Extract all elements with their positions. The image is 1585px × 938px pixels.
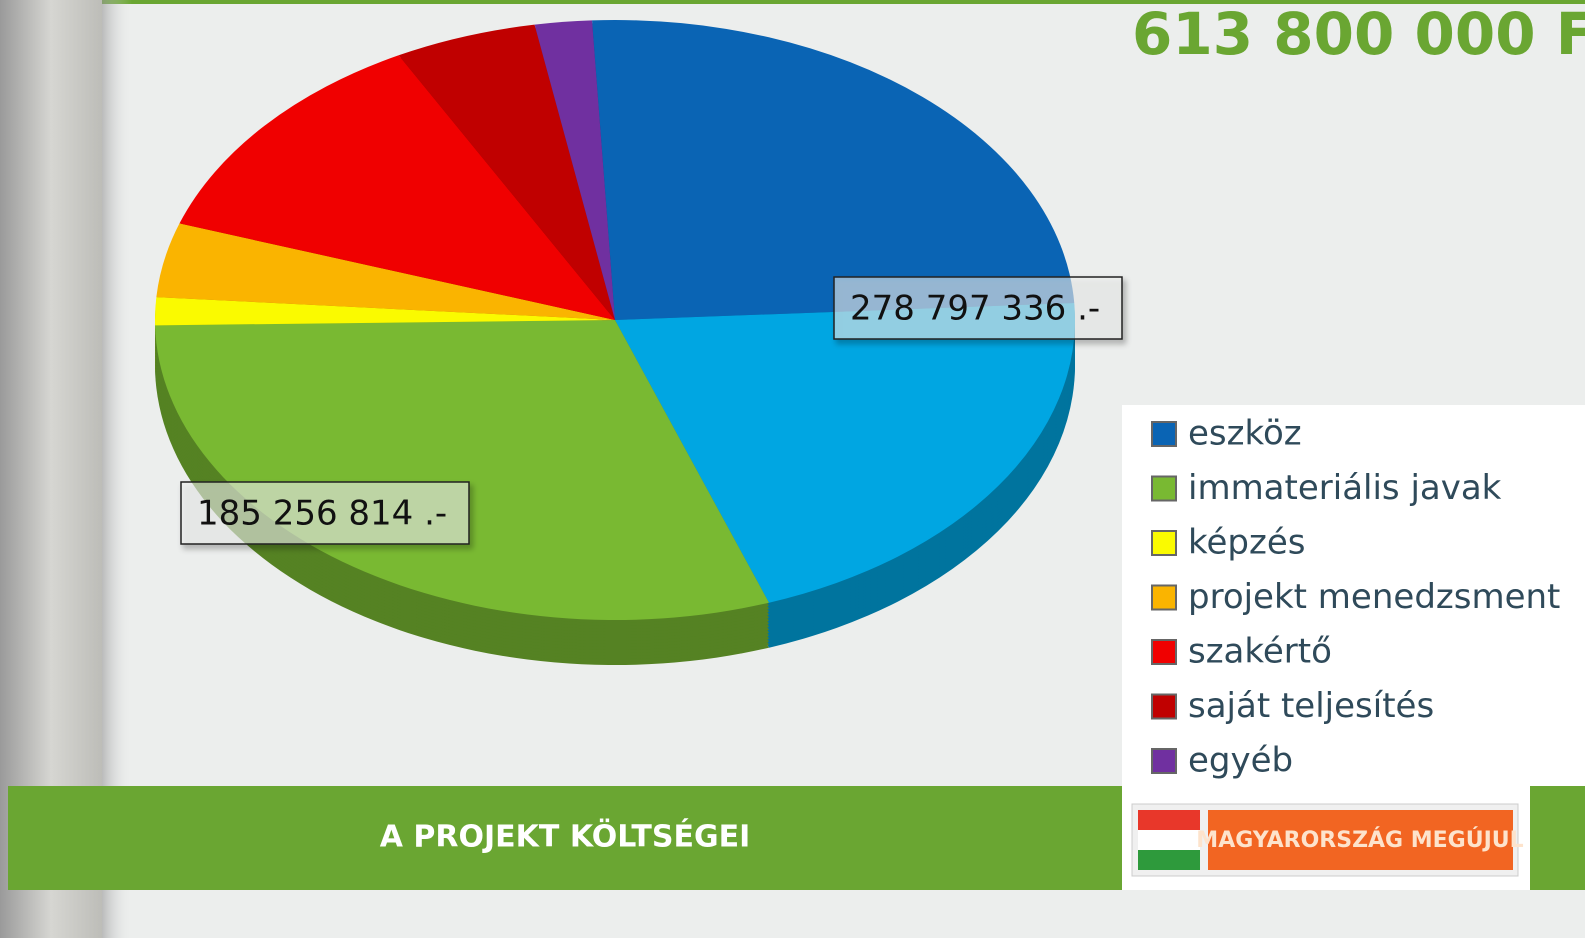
flag-green	[1138, 850, 1200, 870]
legend-swatch	[1152, 640, 1176, 664]
annotation: 278 797 336 .-	[850, 289, 1100, 329]
page: 613 800 000 Ft eszköz immateriális javak k…	[0, 0, 1585, 938]
legend-label: saját teljesítés	[1188, 686, 1434, 726]
slice	[592, 20, 1074, 320]
legend-label: képzés	[1188, 523, 1305, 563]
legend-swatch	[1152, 477, 1176, 501]
legend-swatch	[1152, 422, 1176, 446]
pie	[155, 20, 1075, 665]
legend-swatch	[1152, 749, 1176, 773]
legend-swatch	[1152, 695, 1176, 719]
legend-label: egyéb	[1188, 741, 1293, 781]
slide: 613 800 000 Ft eszköz immateriális javak k…	[0, 0, 1585, 938]
footer-title: A PROJEKT KÖLTSÉGEI	[380, 818, 750, 855]
legend-label: immateriális javak	[1188, 468, 1502, 508]
chart-title: 613 800 000 Ft	[1132, 0, 1585, 68]
legend-swatch	[1152, 586, 1176, 610]
legend-label: szakértő	[1188, 632, 1332, 672]
flag-white	[1138, 830, 1200, 850]
legend-label: eszköz	[1188, 414, 1302, 454]
annotation: 185 256 814 .-	[197, 494, 447, 534]
logo: MAGYARORSZÁG MEGÚJUL	[1132, 804, 1524, 876]
flag-red	[1138, 810, 1200, 830]
logo-text: MAGYARORSZÁG MEGÚJUL	[1196, 827, 1523, 853]
footer-bar-right	[1530, 786, 1585, 890]
legend-label: projekt menedzsment	[1188, 577, 1560, 617]
legend-swatch	[1152, 531, 1176, 555]
